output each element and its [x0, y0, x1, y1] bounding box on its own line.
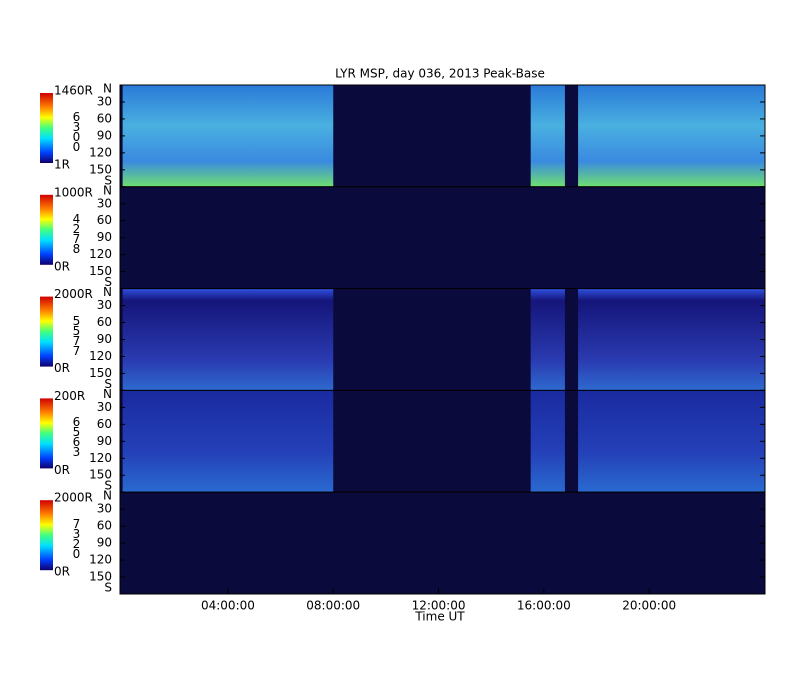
colorbar-max-label: 2000R — [54, 287, 93, 301]
data-block — [578, 85, 765, 187]
y-tick-label: 150 — [89, 468, 112, 482]
chart-title: LYR MSP, day 036, 2013 Peak-Base — [335, 67, 545, 81]
colorbar-max-label: 200R — [54, 389, 85, 403]
y-tick-label: N — [103, 387, 112, 401]
colorbar — [40, 500, 53, 571]
y-tick-label: 30 — [97, 298, 112, 312]
data-block — [578, 288, 765, 391]
y-tick-label: N — [103, 183, 112, 197]
colorbar — [40, 398, 53, 469]
data-block — [578, 390, 765, 493]
colorbar-min-label: 0R — [54, 259, 70, 273]
y-tick-label: 60 — [97, 111, 112, 125]
y-tick-label: 30 — [97, 502, 112, 516]
y-tick-label: 30 — [97, 400, 112, 414]
y-tick-label: 90 — [97, 536, 112, 550]
x-axis-label: Time UT — [414, 610, 465, 624]
wavelength-label: 6563 — [72, 415, 81, 460]
x-tick-label: 20:00:00 — [622, 599, 676, 613]
x-tick-label: 16:00:00 — [517, 599, 571, 613]
colorbar-max-label: 2000R — [54, 491, 93, 505]
y-tick-label: N — [103, 285, 112, 299]
data-block — [122, 288, 334, 391]
y-tick-label: S — [104, 173, 112, 187]
data-block — [122, 390, 334, 493]
data-block — [122, 85, 334, 187]
colorbar-min-label: 0R — [54, 463, 70, 477]
colorbar — [40, 194, 53, 265]
wavelength-label: 4278 — [72, 211, 81, 256]
colorbar-min-label: 1R — [54, 158, 70, 172]
y-tick-label: 30 — [97, 196, 112, 210]
y-tick-label: 90 — [97, 332, 112, 346]
x-tick-label: 04:00:00 — [201, 599, 255, 613]
y-tick-label: 120 — [89, 247, 112, 261]
y-tick-label: N — [103, 489, 112, 503]
wavelength-label: 5577 — [72, 313, 81, 358]
y-tick-label: S — [104, 275, 112, 289]
y-tick-label: S — [104, 479, 112, 493]
data-block — [530, 390, 565, 493]
y-tick-label: 150 — [89, 570, 112, 584]
wavelength-label: 6300 — [72, 110, 81, 154]
y-tick-label: 60 — [97, 213, 112, 227]
x-tick-label: 08:00:00 — [306, 599, 360, 613]
wavelength-label: 7320 — [72, 517, 81, 562]
data-block — [530, 288, 565, 391]
y-tick-label: S — [104, 377, 112, 391]
colorbar — [40, 296, 53, 367]
y-tick-label: 90 — [97, 230, 112, 244]
y-tick-label: S — [104, 581, 112, 595]
y-tick-label: 120 — [89, 553, 112, 567]
colorbar — [40, 93, 53, 163]
colorbar-max-label: 1000R — [54, 185, 93, 199]
y-tick-label: 150 — [89, 366, 112, 380]
y-tick-label: N — [103, 82, 112, 96]
panel-background — [120, 186, 765, 289]
y-tick-label: 150 — [89, 162, 112, 176]
colorbar-min-label: 0R — [54, 361, 70, 375]
colorbar-min-label: 0R — [54, 565, 70, 579]
y-tick-label: 150 — [89, 264, 112, 278]
y-tick-label: 90 — [97, 434, 112, 448]
y-tick-label: 60 — [97, 315, 112, 329]
y-tick-label: 120 — [89, 349, 112, 363]
data-block — [530, 85, 565, 187]
panel-background — [120, 492, 765, 594]
colorbar-max-label: 1460R — [54, 84, 93, 98]
y-tick-label: 120 — [89, 145, 112, 159]
y-tick-label: 90 — [97, 128, 112, 142]
y-tick-label: 60 — [97, 417, 112, 431]
y-tick-label: 30 — [97, 94, 112, 108]
x-tick-label: 12:00:00 — [412, 599, 466, 613]
y-tick-label: 120 — [89, 451, 112, 465]
y-tick-label: 60 — [97, 519, 112, 533]
